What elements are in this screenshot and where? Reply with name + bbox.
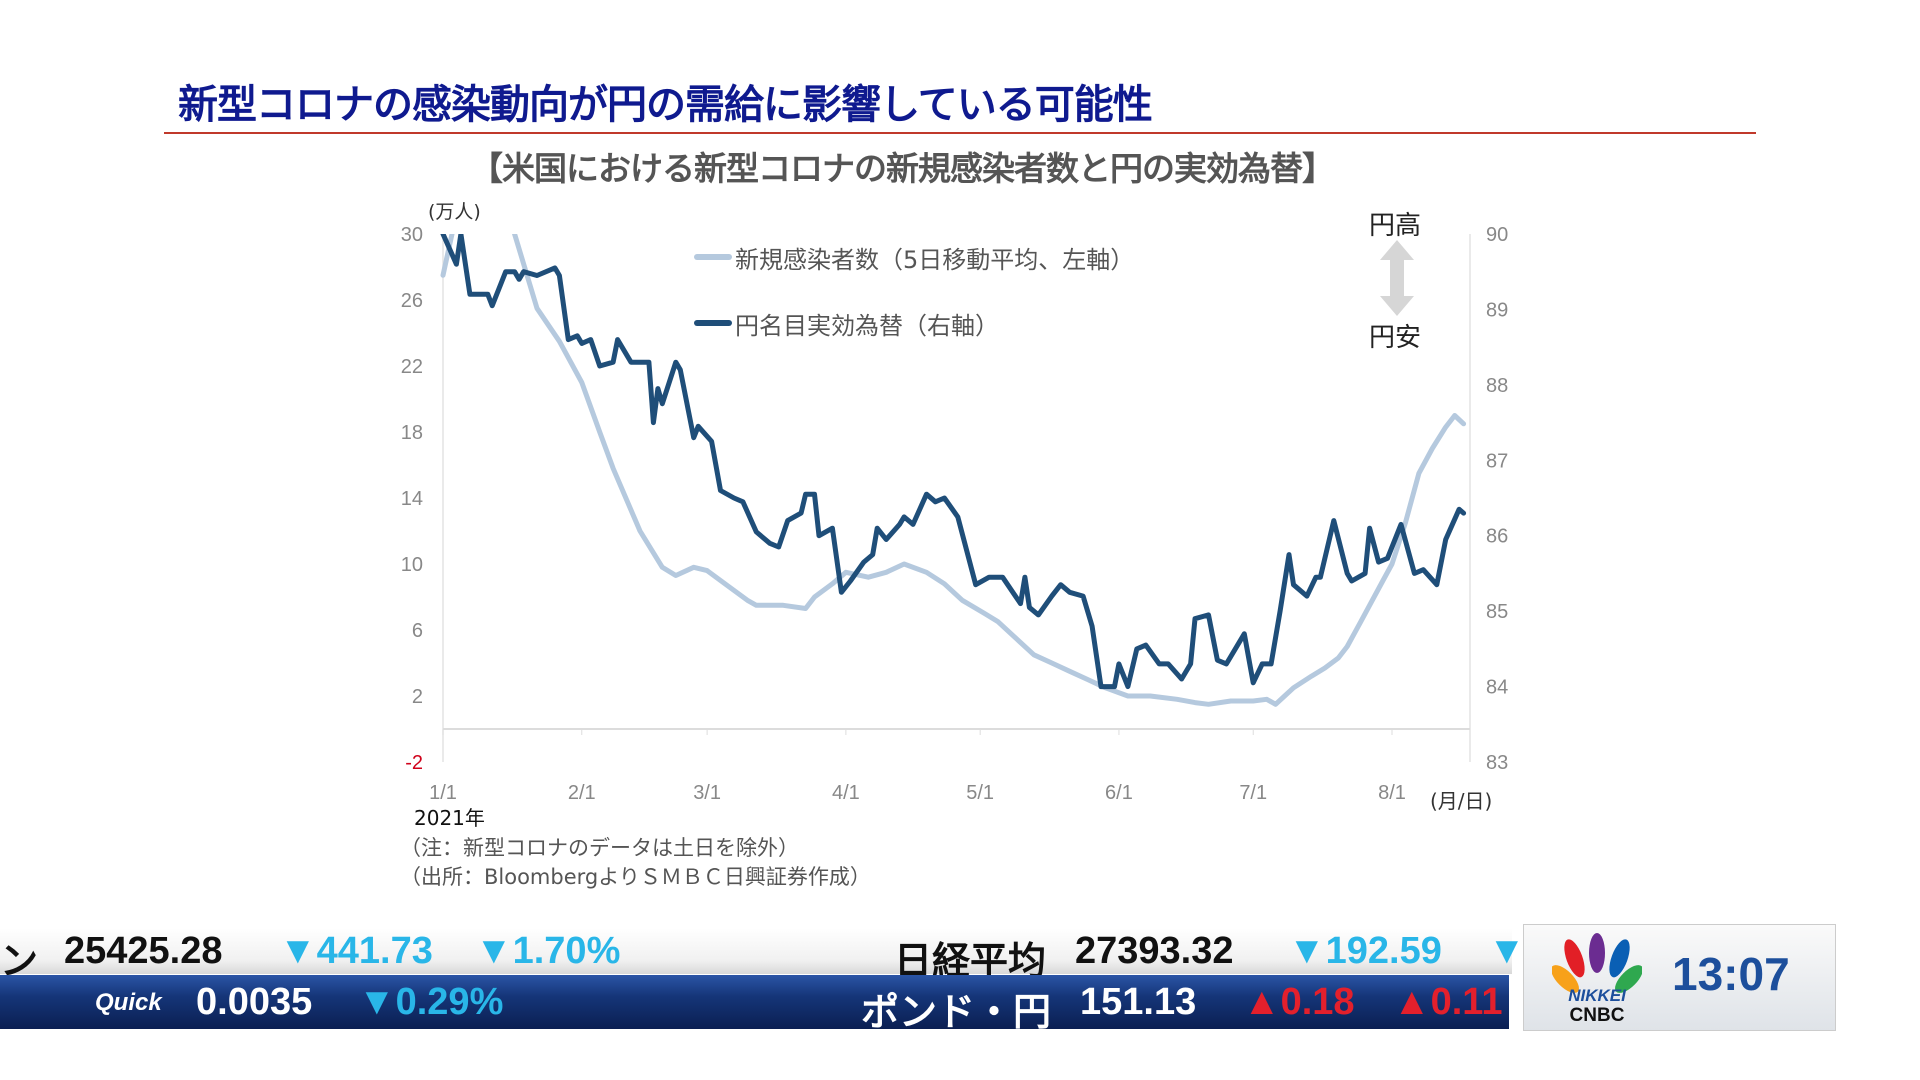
- ticker-item: ▲0.18: [1243, 981, 1355, 1023]
- left-tick-label: -2: [405, 752, 423, 774]
- ticker-bottom-row: Quick 0.0035 ▼0.29% ポンド・円 151.13 ▲0.18 ▲0.11: [0, 975, 1509, 1034]
- yen-strong-label: 円高: [1369, 211, 1422, 241]
- left-tick-label: 6: [412, 620, 423, 642]
- double-arrow-icon: [1380, 240, 1414, 316]
- ticker-item: 25425.28: [64, 930, 223, 972]
- ticker-item: ▼441.73: [279, 930, 433, 972]
- fx-series-line: [440, 234, 1467, 690]
- cases-series-line: [440, 234, 1467, 707]
- right-tick-label: 84: [1486, 677, 1508, 699]
- x-tick-label: 6/1: [1105, 782, 1133, 804]
- ticker-item: ▼0.29%: [358, 981, 504, 1023]
- x-tick-label: 1/1: [429, 782, 457, 804]
- right-tick-label: 86: [1486, 526, 1508, 548]
- ticker-item: ポンド・円: [861, 992, 1052, 1034]
- ticker-item: 0.0035: [196, 981, 313, 1023]
- year-label: 2021年: [414, 806, 485, 830]
- ticker-item: ▼: [1488, 930, 1526, 972]
- left-tick-label: 30: [401, 224, 423, 246]
- nbc-peacock-logo-icon: NIKKEI CNBC: [1552, 933, 1642, 1026]
- legend-item-cases: 新規感染者数（5日移動平均、左軸）: [694, 240, 1135, 275]
- clock: 13:07: [1672, 948, 1790, 1000]
- right-tick-label: 90: [1486, 224, 1508, 246]
- legend-label-fx: 円名目実効為替（右軸）: [735, 312, 999, 340]
- chart-title: 【米国における新型コロナの新規感染者数と円の実効為替】: [470, 149, 1335, 188]
- ticker-item: 27393.32: [1075, 930, 1234, 972]
- left-tick-label: 2: [412, 686, 423, 708]
- left-tick-label: 22: [401, 356, 423, 378]
- source-note: （出所：BloombergよりＳＭＢＣ日興証券作成）: [400, 865, 871, 889]
- legend-swatch-cases: [694, 254, 732, 260]
- right-tick-label: 89: [1486, 299, 1508, 321]
- left-tick-label: 14: [401, 488, 423, 510]
- logo-text-cnbc: CNBC: [1570, 1005, 1625, 1026]
- logo-text-nikkei: NIKKEI: [1568, 986, 1627, 1005]
- legend-label-cases: 新規感染者数（5日移動平均、左軸）: [735, 246, 1135, 274]
- chart-axes: 30 26 22 18 14 10 6 2 -2 90 89 88 87 86 85 84 83 1/1 2/1 3/…: [401, 224, 1509, 804]
- ticker-item: 151.13: [1080, 981, 1197, 1023]
- left-tick-label: 26: [401, 290, 423, 312]
- yen-weak-label: 円安: [1369, 323, 1422, 353]
- channel-logo-box: NIKKEI CNBC 13:07: [1523, 924, 1836, 1031]
- footnote: （注：新型コロナのデータは土日を除外）: [400, 836, 799, 860]
- ticker-top-row: ン 25425.28 ▼441.73 ▼1.70% 日経平均 27393.32 ▼192.5…: [0, 928, 1526, 983]
- quick-logo: Quick: [95, 989, 162, 1016]
- left-axis-unit: (万人): [428, 201, 481, 223]
- x-tick-label: 5/1: [966, 782, 994, 804]
- x-tick-label: 3/1: [693, 782, 721, 804]
- ticker-item: ▼1.70%: [475, 930, 621, 972]
- left-tick-label: 10: [401, 554, 423, 576]
- x-tick-label: 8/1: [1378, 782, 1406, 804]
- left-tick-label: 18: [401, 422, 423, 444]
- page-title: 新型コロナの感染動向が円の需給に影響している可能性: [178, 82, 1153, 128]
- x-axis-unit: (月/日): [1430, 789, 1493, 813]
- right-tick-label: 87: [1486, 450, 1508, 472]
- chart-lines: [440, 234, 1467, 707]
- right-tick-label: 85: [1486, 601, 1508, 623]
- chart-canvas: 30 26 22 18 14 10 6 2 -2 90 89 88 87 86 85 84 83 1/1 2/1 3/…: [401, 224, 1509, 804]
- x-tick-label: 2/1: [568, 782, 596, 804]
- ticker-item: ▲0.11: [1393, 981, 1503, 1023]
- x-tick-label: 4/1: [832, 782, 860, 804]
- legend-item-fx: 円名目実効為替（右軸）: [694, 306, 999, 341]
- x-tick-label: 7/1: [1239, 782, 1267, 804]
- legend-swatch-fx: [694, 320, 732, 326]
- right-tick-label: 88: [1486, 375, 1508, 397]
- ticker-item: ▼192.59: [1288, 930, 1442, 972]
- right-tick-label: 83: [1486, 752, 1508, 774]
- title-divider: [164, 132, 1756, 134]
